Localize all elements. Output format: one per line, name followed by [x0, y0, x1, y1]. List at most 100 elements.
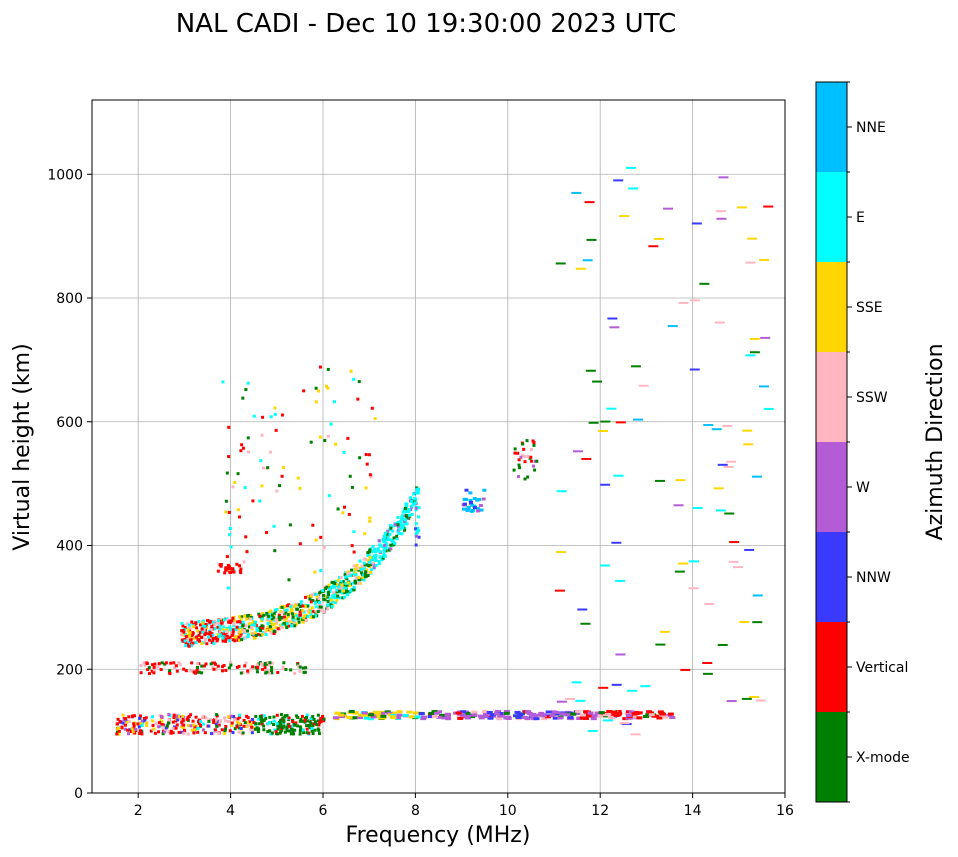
echo-point [298, 732, 302, 736]
echo-point [263, 666, 267, 670]
echo-point [229, 714, 233, 718]
echo-point [220, 632, 224, 636]
echo-point [123, 727, 127, 731]
echo-point [398, 522, 402, 526]
echo-point [723, 465, 734, 468]
echo-point [400, 514, 404, 518]
echo-point [196, 726, 200, 730]
echo-point [479, 508, 484, 512]
echo-point [203, 624, 207, 628]
echo-point [395, 534, 399, 538]
echo-point [363, 567, 367, 571]
echo-point [300, 719, 304, 723]
echo-point [361, 575, 365, 579]
echo-point [116, 717, 120, 721]
echo-point [287, 624, 291, 628]
echo-point [143, 719, 147, 723]
echo-point [182, 731, 186, 735]
echo-point [167, 718, 171, 722]
echo-point [189, 713, 193, 717]
echo-point [373, 547, 377, 551]
echo-point [298, 719, 302, 723]
echo-point [240, 443, 244, 447]
echo-point [254, 665, 258, 669]
echo-point [277, 613, 281, 617]
echo-point [225, 555, 229, 559]
echo-point [282, 661, 286, 665]
echo-point [259, 629, 263, 633]
echo-point [236, 508, 240, 512]
echo-point [418, 712, 425, 716]
echo-point [392, 536, 396, 540]
echo-point [369, 568, 373, 572]
echo-point [289, 605, 293, 609]
echo-point [287, 578, 291, 582]
echo-point [222, 625, 226, 629]
echo-point [225, 630, 229, 634]
echo-point [409, 500, 413, 504]
echo-point [246, 614, 250, 618]
echo-point [186, 628, 190, 632]
echo-point [313, 614, 317, 618]
echo-point [279, 713, 283, 717]
echo-point [328, 587, 332, 591]
echo-point [288, 729, 292, 733]
echo-point [715, 509, 726, 512]
echo-point [651, 714, 658, 718]
echo-point [181, 719, 185, 723]
echo-point [579, 716, 586, 720]
echo-point [536, 713, 543, 717]
echo-point [259, 459, 263, 463]
echo-point [504, 716, 511, 720]
colorbar-tick-label: Vertical [856, 660, 908, 676]
echo-point [655, 479, 666, 482]
echo-point [529, 448, 533, 452]
echo-point [597, 714, 604, 718]
echo-point [193, 728, 197, 732]
echo-point [174, 726, 178, 730]
echo-point [703, 424, 714, 427]
echo-point [142, 661, 146, 665]
echo-point [416, 491, 420, 495]
echo-point [257, 722, 261, 726]
echo-point [316, 389, 320, 393]
echo-point [330, 605, 334, 609]
echo-point [160, 661, 164, 665]
echo-point [743, 443, 754, 446]
echo-point [585, 369, 596, 372]
echo-point [401, 510, 405, 514]
echo-point [241, 731, 245, 735]
echo-point [755, 699, 766, 702]
echo-point [140, 719, 144, 723]
echo-point [190, 661, 194, 665]
echo-point [263, 663, 267, 667]
echo-point [339, 580, 343, 584]
echo-point [749, 695, 760, 698]
echo-point [185, 622, 189, 626]
echo-point [163, 662, 167, 666]
echo-point [471, 713, 478, 717]
echo-point [300, 617, 304, 621]
echo-point [226, 563, 230, 567]
echo-point [171, 720, 175, 724]
echo-point [378, 550, 382, 554]
echo-point [357, 581, 361, 585]
echo-point [201, 621, 205, 625]
colorbar-tick-label: W [856, 480, 870, 496]
echo-point [341, 511, 345, 515]
echo-point [383, 535, 387, 539]
echo-point [412, 492, 416, 496]
echo-point [598, 686, 609, 689]
echo-point [610, 714, 617, 718]
echo-point [234, 628, 238, 632]
echo-point [466, 505, 471, 509]
echo-point [726, 460, 737, 463]
echo-point [161, 723, 165, 727]
echo-point [285, 626, 289, 630]
echo-point [591, 714, 598, 718]
echo-point [407, 513, 411, 517]
echo-point [167, 721, 171, 725]
echo-point [182, 723, 186, 727]
echo-point [322, 546, 326, 550]
echo-point [345, 590, 349, 594]
